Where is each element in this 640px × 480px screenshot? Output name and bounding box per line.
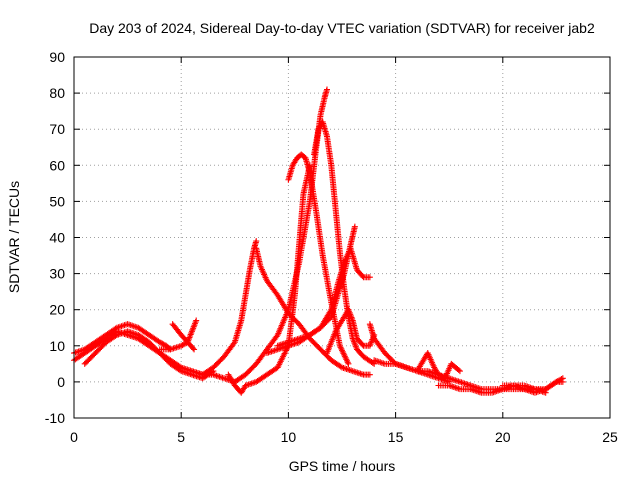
series-track-20 [499,382,549,396]
x-tick-label: 20 [495,429,511,445]
plot-frame [73,56,611,419]
data-point [191,346,198,353]
x-tick-label: 25 [602,429,618,445]
data-point [112,325,119,332]
y-tick-label: 60 [49,157,65,173]
data-point [559,378,566,385]
series-track-3 [81,328,217,382]
data-point [179,342,186,349]
series-track-10 [242,162,313,389]
series-track-14 [274,223,358,349]
data-point [193,317,200,324]
data-point [455,367,462,374]
data-point [542,389,549,396]
x-tick-label: 10 [281,429,297,445]
x-tick-label: 15 [388,429,404,445]
data-point [436,372,443,379]
series-track-6 [188,238,260,378]
data-point [178,342,185,349]
y-tick-label: -10 [45,410,65,426]
series-track-18 [414,350,463,382]
y-tick-label: 20 [49,302,65,318]
series-track-11 [285,151,352,367]
data-point [366,274,373,281]
data-point [337,363,344,370]
data-point [359,273,366,280]
tick-layer: -10 0 10 20 30 40 50 60 70 80 90 0 5 10 15 20 25 [45,49,618,445]
series-track-19 [435,378,566,396]
data-point [180,341,187,348]
data-point [359,341,366,348]
series-track-5 [169,321,198,353]
y-tick-label: 0 [57,374,65,390]
y-axis-label: SDTVAR / TECUs [6,181,22,293]
x-tick-label: 5 [177,429,185,445]
data-point [158,339,165,346]
data-point [438,373,445,380]
y-tick-label: 80 [49,85,65,101]
data-point [176,367,183,374]
x-tick-label: 0 [70,429,78,445]
y-tick-label: 10 [49,338,65,354]
chart-title: Day 203 of 2024, Sidereal Day-to-day VTE… [89,20,595,36]
data-point [435,371,442,378]
data-point [189,345,196,352]
y-tick-label: 70 [49,121,65,137]
data-point [323,86,330,93]
data-point [552,379,559,386]
data-point [351,223,358,230]
y-tick-label: 90 [49,49,65,65]
y-tick-label: 50 [49,193,65,209]
data-point [160,341,167,348]
x-axis-label: GPS time / hours [289,458,396,474]
y-tick-label: 30 [49,266,65,282]
grid-layer [74,57,610,418]
data-point [159,340,166,347]
data-point [456,368,463,375]
data-point [253,238,260,245]
data-point [156,339,163,346]
data-marks [71,86,566,396]
data-point [345,360,352,367]
data-point [273,333,280,340]
y-tick-label: 40 [49,230,65,246]
data-point [112,332,119,339]
series-track-2 [71,321,174,357]
data-point [230,340,237,347]
data-point [366,371,373,378]
